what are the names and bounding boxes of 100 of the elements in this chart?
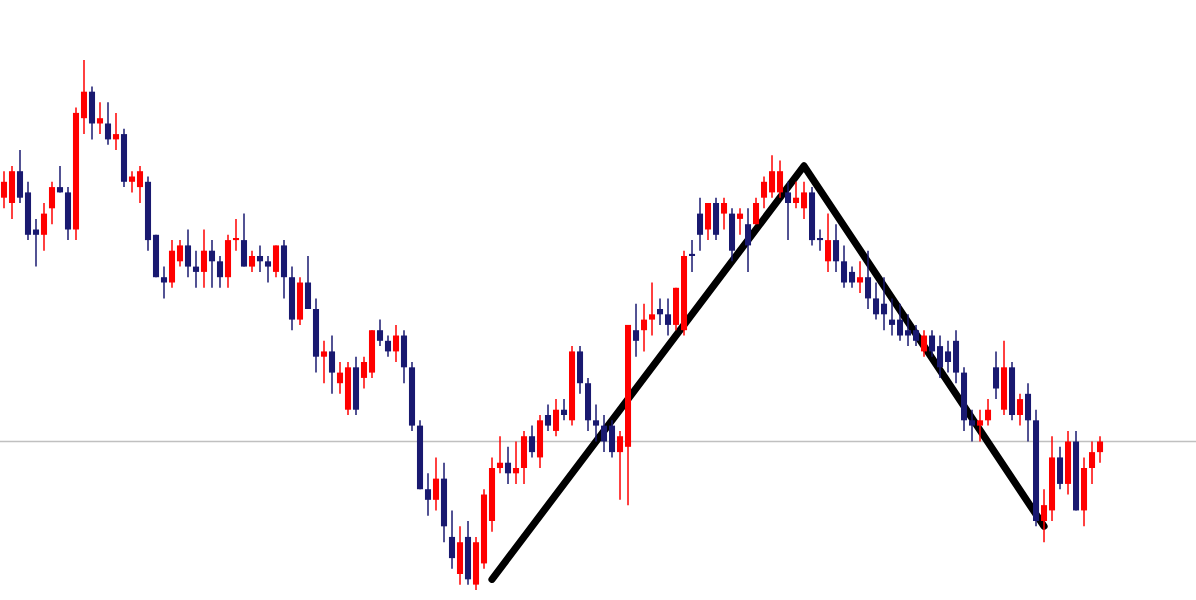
candlestick <box>904 313 912 347</box>
candlestick <box>840 244 848 289</box>
candlestick <box>344 361 352 416</box>
candlestick <box>384 334 392 358</box>
candlestick <box>400 329 408 384</box>
candlestick <box>0 170 8 210</box>
candlestick <box>56 165 64 194</box>
candlestick <box>736 207 744 236</box>
candlestick <box>536 414 544 469</box>
candlestick <box>312 297 320 374</box>
candlestick <box>128 170 136 194</box>
candlestick <box>920 329 928 358</box>
candlestick <box>1064 430 1072 496</box>
candlestick <box>192 249 200 289</box>
candlestick <box>88 85 96 141</box>
candlestick <box>800 181 808 220</box>
candlestick <box>576 345 584 395</box>
candlestick <box>248 249 256 273</box>
candlestick <box>960 366 968 432</box>
candlestick <box>1088 440 1096 485</box>
candlestick <box>112 112 120 151</box>
candlestick <box>352 355 360 416</box>
candlestick <box>232 218 240 252</box>
candlestick <box>824 212 832 273</box>
candlestick <box>520 430 528 485</box>
candlestick <box>1096 435 1104 464</box>
candlestick <box>808 186 816 247</box>
candlestick <box>1016 393 1024 427</box>
candlestick <box>608 419 616 459</box>
candlestick <box>304 255 312 310</box>
candlestick <box>440 461 448 543</box>
candlestick <box>776 159 784 199</box>
candlestick <box>544 403 552 432</box>
candlestick <box>856 260 864 294</box>
candlestick <box>448 509 456 570</box>
candlestick <box>592 403 600 443</box>
candlestick <box>848 265 856 289</box>
candlestick <box>728 207 736 263</box>
candlestick <box>664 297 672 337</box>
candlestick <box>1000 340 1008 416</box>
candlestick <box>1008 361 1016 422</box>
candlestick <box>888 297 896 337</box>
candlestick <box>1024 382 1032 443</box>
candlestick <box>216 255 224 289</box>
candlestick <box>632 302 640 358</box>
candlestick <box>704 202 712 241</box>
candlestick <box>504 446 512 485</box>
candlestick <box>368 329 376 379</box>
candlestick <box>656 297 664 326</box>
candlestick <box>968 408 976 443</box>
candlestick <box>976 408 984 443</box>
candlestick <box>952 329 960 384</box>
candlestick <box>552 398 560 437</box>
candlestick <box>96 101 104 135</box>
candlestick <box>944 340 952 374</box>
candlestick <box>200 228 208 289</box>
candlestick <box>584 377 592 432</box>
candlestick <box>560 398 568 422</box>
candlestick <box>720 196 728 231</box>
candlestick <box>48 181 56 225</box>
candlestick <box>880 276 888 331</box>
candlestick <box>752 196 760 225</box>
candlestick <box>496 435 504 475</box>
candlestick <box>792 181 800 210</box>
candlestick <box>208 239 216 289</box>
candlestick <box>264 255 272 284</box>
candlestick <box>136 165 144 204</box>
candlestick <box>432 456 440 512</box>
candlestick <box>328 334 336 395</box>
candlestick <box>1056 446 1064 490</box>
candlestick <box>784 181 792 241</box>
candlestick <box>240 212 248 268</box>
candlestick <box>160 265 168 300</box>
candlestick <box>1080 456 1088 528</box>
candlestick <box>744 207 752 273</box>
candlestick <box>424 472 432 517</box>
candlestick <box>936 334 944 379</box>
candlestick <box>272 244 280 278</box>
candlestick <box>296 276 304 326</box>
candlestick <box>288 265 296 331</box>
candlestick <box>992 350 1000 400</box>
candlestick <box>40 202 48 252</box>
candlestick <box>280 239 288 300</box>
candlestick <box>768 154 776 199</box>
candlestick <box>832 223 840 273</box>
candlestick <box>688 239 696 273</box>
candlestick <box>320 340 328 384</box>
candlestick <box>600 414 608 453</box>
candlestick <box>456 525 464 586</box>
candlestick <box>712 196 720 241</box>
candlestick <box>8 165 16 220</box>
candlestick <box>464 520 472 586</box>
candlestick <box>64 186 72 241</box>
candlestick <box>872 281 880 321</box>
candlestick <box>256 244 264 273</box>
candlestick <box>512 440 520 485</box>
candlestick <box>648 281 656 337</box>
candlestick <box>984 398 992 427</box>
candlestick <box>184 228 192 278</box>
candlestick <box>864 249 872 310</box>
